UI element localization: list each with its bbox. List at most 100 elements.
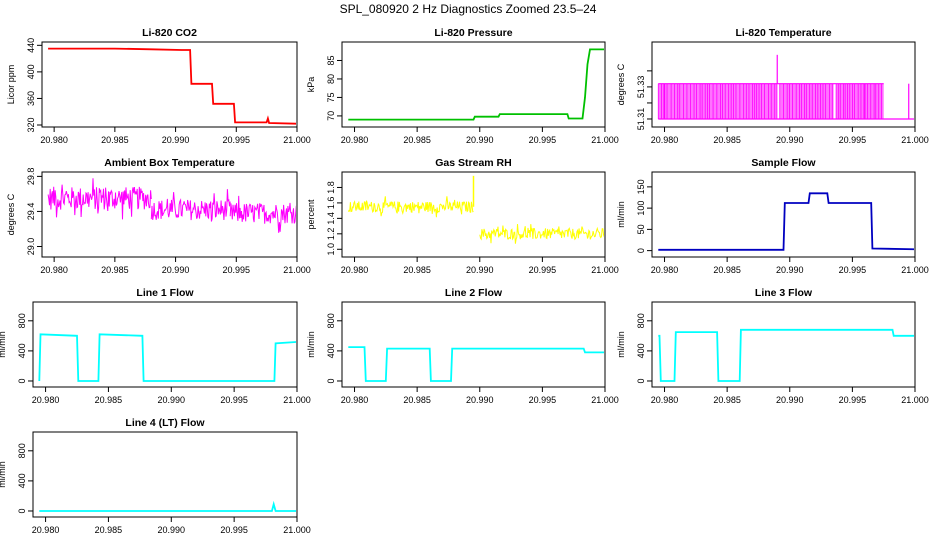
y-tick-label: 75 — [326, 92, 336, 102]
plot-area — [38, 333, 296, 382]
x-tick-label: 20.985 — [713, 265, 741, 275]
y-tick-label: 1.4 — [326, 212, 336, 225]
x-tick-label: 20.990 — [776, 135, 804, 145]
chart-panel-2: Li-820 Pressure 20.980 20.985 20.990 20.995 2… — [306, 27, 619, 145]
y-axis-label: ml/min — [0, 331, 7, 358]
plot-frame — [32, 431, 298, 518]
x-tick-label: 20.980 — [651, 395, 679, 405]
x-tick-label: 20.980 — [341, 395, 369, 405]
x-tick-label: 20.995 — [839, 135, 867, 145]
chart-title: Line 2 Flow — [445, 287, 503, 299]
x-tick-label: 20.995 — [529, 265, 557, 275]
figure-title: SPL_080920 2 Hz Diagnostics Zoomed 23.5–… — [339, 2, 597, 16]
chart-title: Sample Flow — [751, 157, 816, 169]
y-tick-label: 29.8 — [26, 168, 36, 186]
plot-frame — [41, 171, 298, 258]
plot-area — [348, 346, 604, 382]
data-series-line — [658, 192, 914, 251]
chart-panel-9: Line 3 Flow 20.980 20.985 20.990 20.995 21.00… — [616, 287, 929, 405]
data-series-line — [38, 333, 296, 382]
chart-title: Gas Stream RH — [435, 157, 511, 169]
x-tick-label: 20.980 — [40, 135, 68, 145]
x-tick-label: 20.985 — [101, 135, 129, 145]
chart-title: Li-820 Pressure — [434, 27, 512, 39]
chart-title: Ambient Box Temperature — [104, 157, 235, 169]
x-tick-label: 20.990 — [162, 135, 190, 145]
x-tick-label: 20.990 — [158, 525, 186, 535]
y-tick-label: 800 — [636, 313, 646, 328]
x-tick-label: 20.985 — [713, 395, 741, 405]
x-tick-label: 20.995 — [220, 525, 248, 535]
y-tick-label: 400 — [326, 343, 336, 358]
data-series-line — [229, 195, 296, 233]
y-tick-label: 400 — [17, 473, 27, 488]
y-tick-label: 1.6 — [326, 197, 336, 210]
y-tick-label: 100 — [636, 201, 646, 216]
x-tick-label: 20.995 — [220, 395, 248, 405]
y-tick-label: 400 — [26, 64, 36, 79]
x-tick-label: 20.990 — [466, 395, 494, 405]
chart-title: Line 4 (LT) Flow — [125, 417, 205, 429]
y-tick-label: 0 — [636, 248, 646, 253]
plot-area — [47, 178, 296, 233]
x-tick-label: 20.995 — [223, 135, 251, 145]
chart-panel-6: Sample Flow 20.980 20.985 20.990 20.995 21.00… — [616, 157, 929, 275]
plot-area — [39, 500, 296, 512]
plot-frame — [341, 301, 606, 388]
plot-area — [658, 192, 914, 251]
y-tick-label: 440 — [26, 38, 36, 53]
plot-area — [658, 328, 914, 382]
plot-frame — [651, 41, 916, 128]
x-tick-label: 20.980 — [651, 265, 679, 275]
y-tick-label: 1.2 — [326, 228, 336, 241]
data-series-line — [47, 178, 152, 220]
x-tick-label: 20.995 — [839, 395, 867, 405]
x-tick-label: 20.990 — [466, 135, 494, 145]
x-tick-label: 20.985 — [403, 135, 431, 145]
y-axis-label: degrees C — [6, 193, 16, 235]
x-tick-label: 20.990 — [162, 265, 190, 275]
y-tick-label: 800 — [17, 443, 27, 458]
x-tick-label: 21.000 — [901, 265, 929, 275]
data-series-line — [658, 328, 914, 382]
x-tick-label: 21.000 — [901, 395, 929, 405]
chart-panel-4: Ambient Box Temperature 20.980 20.985 20.99… — [6, 157, 311, 275]
y-tick-label: 1.8 — [326, 181, 336, 194]
x-tick-label: 20.985 — [713, 135, 741, 145]
y-tick-label: 51.33 — [636, 76, 646, 99]
y-tick-label: 70 — [326, 111, 336, 121]
x-tick-label: 21.000 — [591, 135, 619, 145]
chart-title: Line 1 Flow — [136, 287, 194, 299]
x-tick-label: 21.000 — [591, 265, 619, 275]
y-axis-label: Licor ppm — [6, 65, 16, 105]
y-tick-label: 29.0 — [26, 238, 36, 256]
plot-frame — [341, 41, 606, 128]
y-tick-label: 400 — [17, 343, 27, 358]
x-tick-label: 20.985 — [403, 395, 431, 405]
chart-panel-5: Gas Stream RH 20.980 20.985 20.990 20.995 21.… — [306, 157, 619, 275]
y-tick-label: 0 — [17, 378, 27, 383]
y-tick-label: 400 — [636, 343, 646, 358]
x-tick-label: 20.985 — [95, 395, 123, 405]
y-tick-label: 50 — [636, 224, 646, 234]
plot-frame — [32, 301, 298, 388]
y-tick-label: 0 — [636, 378, 646, 383]
y-tick-label: 1.0 — [326, 243, 336, 256]
chart-title: Li-820 Temperature — [735, 27, 831, 39]
y-axis-label: ml/min — [616, 201, 626, 228]
y-tick-label: 85 — [326, 55, 336, 65]
x-tick-label: 20.990 — [776, 265, 804, 275]
y-tick-label: 80 — [326, 74, 336, 84]
x-tick-label: 20.980 — [651, 135, 679, 145]
y-tick-label: 29.4 — [26, 203, 36, 221]
y-axis-label: degrees C — [616, 63, 626, 105]
x-tick-label: 20.985 — [101, 265, 129, 275]
y-axis-label: ml/min — [306, 331, 316, 358]
x-tick-label: 20.995 — [839, 265, 867, 275]
x-tick-label: 20.990 — [776, 395, 804, 405]
y-axis-label: ml/min — [616, 331, 626, 358]
data-series-line — [150, 189, 231, 222]
x-tick-label: 20.995 — [529, 135, 557, 145]
x-tick-label: 20.980 — [341, 135, 369, 145]
